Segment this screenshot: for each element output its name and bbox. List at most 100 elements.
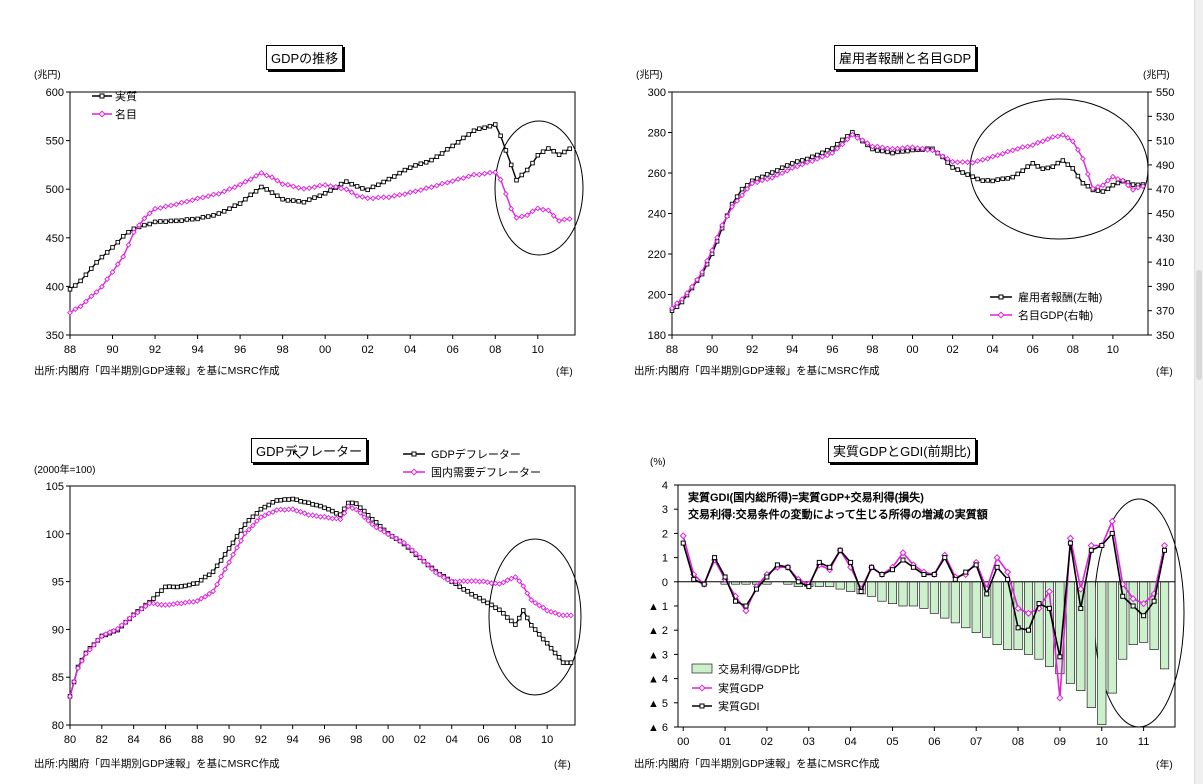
y-tick-label: ▲ 2 bbox=[648, 625, 668, 637]
y-tick-label: 100 bbox=[46, 529, 64, 541]
data-point bbox=[326, 506, 331, 512]
data-point bbox=[210, 569, 216, 575]
bar bbox=[814, 581, 824, 587]
data-point bbox=[421, 558, 427, 565]
data-point bbox=[879, 144, 886, 151]
data-point bbox=[434, 154, 440, 159]
data-point bbox=[198, 577, 204, 583]
x-tick-label: 80 bbox=[64, 734, 76, 746]
data-point bbox=[794, 163, 801, 170]
data-point bbox=[385, 531, 391, 538]
data-point bbox=[250, 522, 256, 529]
x-tick-label: 90 bbox=[223, 734, 235, 746]
data-point bbox=[110, 628, 117, 634]
data-point bbox=[142, 603, 149, 610]
window-scrollbar[interactable] bbox=[1194, 0, 1203, 784]
data-point bbox=[264, 187, 269, 192]
data-point bbox=[1014, 604, 1022, 612]
data-point bbox=[1070, 166, 1076, 171]
data-point bbox=[93, 289, 100, 295]
data-point bbox=[221, 188, 228, 195]
data-point bbox=[305, 512, 312, 518]
data-point bbox=[1056, 694, 1064, 702]
bar bbox=[1097, 581, 1107, 725]
data-point bbox=[904, 144, 911, 151]
y2-tick-label: 490 bbox=[1156, 160, 1174, 172]
data-point bbox=[1090, 185, 1096, 192]
y-tick-label: 180 bbox=[648, 330, 666, 342]
data-point bbox=[205, 214, 211, 219]
data-point bbox=[402, 191, 408, 197]
data-point bbox=[942, 555, 948, 561]
data-point bbox=[669, 305, 675, 312]
data-point bbox=[795, 159, 800, 164]
data-point bbox=[206, 590, 213, 597]
data-point bbox=[488, 580, 495, 587]
data-point bbox=[170, 601, 177, 607]
y2-tick-label: 450 bbox=[1156, 209, 1174, 221]
data-point bbox=[357, 510, 364, 516]
data-point bbox=[461, 135, 466, 141]
y-tick-label: 400 bbox=[46, 281, 64, 293]
bar bbox=[825, 581, 835, 587]
data-point bbox=[222, 566, 228, 573]
data-point bbox=[369, 517, 375, 522]
data-point bbox=[848, 559, 854, 565]
data-point bbox=[1141, 613, 1147, 619]
data-point bbox=[273, 507, 280, 513]
data-point bbox=[980, 178, 985, 183]
data-point bbox=[899, 145, 906, 152]
data-point bbox=[243, 196, 248, 202]
chart-title: 実質GDPとGDI(前期比) bbox=[828, 438, 976, 463]
data-point bbox=[306, 197, 312, 202]
data-point bbox=[556, 152, 562, 157]
data-point bbox=[568, 612, 574, 619]
data-point bbox=[369, 521, 376, 528]
x-tick-label: 05 bbox=[886, 736, 898, 748]
data-point bbox=[218, 573, 224, 580]
legend-marker-nominal-gdp bbox=[997, 311, 1005, 319]
data-point bbox=[157, 205, 164, 211]
data-point bbox=[1087, 541, 1095, 550]
data-point bbox=[155, 591, 160, 597]
data-point bbox=[317, 193, 323, 199]
data-point bbox=[325, 514, 332, 521]
series-line bbox=[69, 498, 572, 697]
data-point bbox=[226, 546, 232, 551]
x-tick-label: 84 bbox=[127, 734, 139, 746]
data-point bbox=[689, 283, 695, 290]
data-point bbox=[560, 612, 566, 619]
data-point bbox=[162, 602, 169, 608]
data-point bbox=[226, 186, 233, 192]
data-point bbox=[413, 163, 418, 168]
data-point bbox=[544, 640, 550, 646]
data-point bbox=[158, 219, 163, 224]
legend-domestic-deflator: 国内需要デフレーター bbox=[431, 465, 541, 479]
data-point bbox=[567, 146, 572, 151]
data-point bbox=[749, 180, 756, 187]
data-point bbox=[345, 503, 352, 510]
source-note: 出所:内閣府「四半期別GDP速報」を基にMSRC作成 bbox=[634, 365, 880, 377]
data-point bbox=[337, 516, 344, 523]
legend-terms-of-trade: 交易利得/GDP比 bbox=[718, 662, 800, 676]
data-point bbox=[1015, 171, 1020, 177]
data-point bbox=[265, 510, 272, 517]
data-point bbox=[418, 161, 424, 166]
scrollbar-thumb[interactable] bbox=[1196, 270, 1202, 380]
data-point bbox=[827, 564, 833, 570]
data-point bbox=[1045, 165, 1051, 171]
data-point bbox=[556, 655, 562, 660]
data-point bbox=[282, 497, 287, 502]
data-point bbox=[974, 158, 981, 164]
data-point bbox=[1110, 182, 1116, 188]
data-point bbox=[476, 171, 483, 178]
bar bbox=[1086, 581, 1096, 708]
data-point bbox=[835, 141, 840, 147]
data-point bbox=[1085, 171, 1091, 177]
data-point bbox=[439, 180, 445, 187]
data-point bbox=[425, 561, 431, 568]
data-point bbox=[365, 517, 372, 524]
data-point bbox=[433, 182, 440, 189]
data-point bbox=[285, 198, 291, 203]
data-point bbox=[837, 547, 843, 553]
